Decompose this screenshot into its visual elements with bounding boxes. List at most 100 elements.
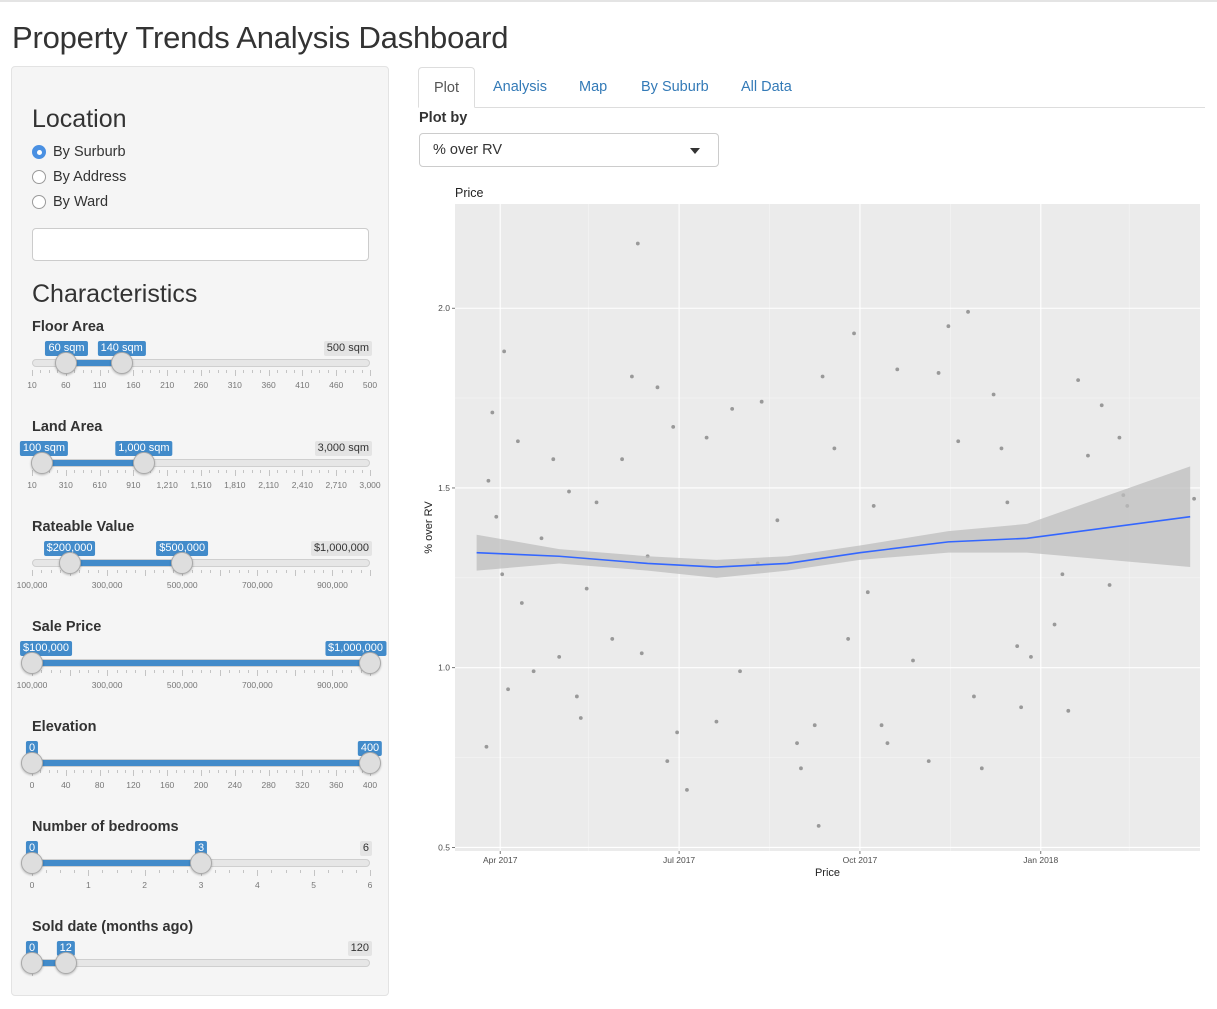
slider-tick [344, 370, 346, 373]
radio-button[interactable] [32, 145, 46, 159]
slider-low-handle[interactable] [21, 852, 43, 874]
tab-analysis[interactable]: Analysis [493, 79, 547, 95]
slider-high-handle[interactable] [359, 652, 381, 674]
slider-low-handle[interactable] [31, 452, 54, 474]
slider-low-handle[interactable] [58, 552, 81, 574]
slider-high-value: 1,000 sqm [115, 441, 173, 456]
slider-tick [158, 470, 160, 473]
slider-high-handle[interactable] [359, 752, 381, 774]
x-tick-label: Jul 2017 [663, 855, 695, 865]
slider-low-value: $200,000 [43, 541, 96, 556]
data-point [531, 669, 536, 674]
slider-high-value: 140 sqm [97, 341, 146, 356]
slider-tick [154, 670, 156, 673]
slider-tick-label: 0 [29, 880, 35, 890]
slider-tick-label: 410 [295, 380, 310, 390]
radio-button[interactable] [32, 195, 46, 209]
slider-tick [60, 870, 62, 873]
slider-tick [78, 670, 80, 673]
slider-tick [327, 870, 329, 873]
slider-low-handle[interactable] [21, 652, 43, 674]
data-point [1099, 403, 1104, 408]
slider-tick [88, 570, 90, 573]
slider-tick [125, 570, 127, 573]
slider-elevation[interactable]: Elevation 0 40 80 120 160 200 240 280 320 360 400 0 4… [21, 719, 383, 809]
data-point [1117, 435, 1122, 440]
slider-tick-label: 310 [227, 380, 242, 390]
slider-tick [341, 870, 343, 873]
slider-tick [154, 570, 156, 573]
data-point [685, 787, 689, 792]
slider-tick [285, 870, 287, 873]
slider-tick-label: 4 [254, 880, 260, 890]
plot-by-select[interactable]: % over RV [419, 133, 719, 167]
slider-selected-range[interactable] [32, 860, 201, 866]
radio-by-suburb[interactable]: By Surburb [32, 143, 126, 161]
trend-line [476, 515, 1191, 568]
radio-by-ward[interactable]: By Ward [32, 193, 108, 211]
slider-sale-price[interactable]: Sale Price 100,000 300,000 500,000 700,000 90… [17, 619, 387, 709]
slider-selected-range[interactable] [32, 760, 370, 766]
slider-number-of-bedrooms[interactable]: Number of bedrooms 0 1 2 3 4 5 6 0 3 6 [21, 819, 372, 909]
slider-sold-date-months-ago[interactable]: Sold date (months ago) 0 12 120 [21, 919, 372, 1009]
slider-low-handle[interactable] [21, 952, 43, 974]
slider-high-handle[interactable] [54, 952, 77, 974]
slider-tick [135, 670, 137, 673]
data-point [584, 586, 589, 591]
tab-plot[interactable]: Plot [418, 67, 475, 108]
slider-track[interactable] [32, 559, 370, 567]
slider-track[interactable] [32, 359, 370, 367]
slider-tick-label: 910 [126, 480, 141, 490]
slider-tick [234, 470, 236, 476]
tab-by-suburb[interactable]: By Suburb [641, 79, 709, 95]
slider-tick-label: 60 [61, 380, 71, 390]
slider-tick [184, 470, 186, 473]
tab-all-data[interactable]: All Data [741, 79, 792, 95]
slider-low-handle[interactable] [21, 752, 43, 774]
slider-tick [158, 870, 160, 873]
slider-tick-label: 900,000 [317, 680, 348, 690]
slider-tick [370, 570, 371, 576]
slider-tick [271, 870, 273, 873]
slider-tick [285, 370, 287, 373]
slider-selected-range[interactable] [69, 560, 183, 566]
radio-by-address[interactable]: By Address [32, 168, 126, 186]
slider-selected-range[interactable] [32, 660, 370, 666]
tab-map[interactable]: Map [579, 79, 608, 95]
slider-track[interactable] [32, 959, 370, 967]
chart-title: Price [455, 186, 484, 200]
plot-by-selected-value: % over RV [433, 142, 503, 158]
slider-tick-label: 700,000 [241, 680, 273, 690]
location-search-input[interactable] [32, 228, 369, 261]
slider-high-handle[interactable] [171, 552, 194, 574]
slider-floor-area[interactable]: Floor Area 10 60 110 160 210 260 310 360 410 460 50… [27, 319, 377, 409]
slider-tick [353, 470, 355, 473]
slider-selected-range[interactable] [66, 360, 122, 366]
slider-low-handle[interactable] [55, 352, 78, 374]
slider-tick [210, 670, 212, 673]
data-point [484, 744, 489, 749]
slider-tick [125, 670, 127, 673]
data-point [936, 371, 941, 375]
slider-tick [217, 770, 219, 773]
slider-high-handle[interactable] [132, 452, 155, 474]
slider-rateable-value[interactable]: Rateable Value 100,000 300,000 500,000 700,0… [17, 519, 372, 609]
data-point [926, 759, 931, 764]
slider-tick [167, 770, 169, 776]
slider-tick [257, 570, 259, 576]
slider-high-handle[interactable] [190, 852, 212, 874]
slider-tick [88, 670, 90, 673]
slider-tick [133, 470, 135, 476]
slider-tick [285, 770, 287, 773]
slider-tick [144, 570, 146, 576]
slider-tick [268, 770, 270, 776]
slider-selected-range[interactable] [32, 960, 66, 966]
main-tabs: Plot Analysis Map By Suburb All Data [418, 67, 1205, 108]
slider-tick [116, 870, 118, 873]
radio-button[interactable] [32, 170, 46, 184]
slider-high-handle[interactable] [110, 352, 133, 374]
slider-selected-range[interactable] [42, 460, 144, 466]
data-point [1192, 496, 1197, 501]
slider-tick [302, 370, 304, 376]
